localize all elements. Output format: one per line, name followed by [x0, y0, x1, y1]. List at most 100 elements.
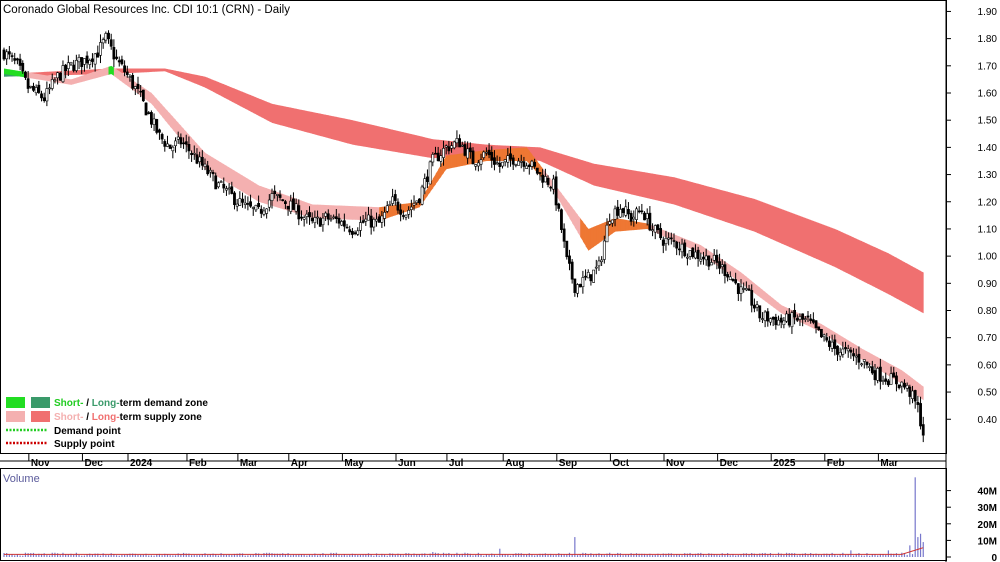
long-zone-segment: [545, 149, 549, 165]
short-zone-segment: [79, 75, 83, 83]
long-zone-segment: [226, 85, 230, 101]
long-zone-segment: [52, 71, 56, 76]
long-zone-segment: [671, 176, 675, 205]
short-zone-segment: [30, 72, 34, 79]
long-zone-segment: [850, 236, 854, 277]
legend-supply-point: Supply point: [54, 439, 115, 450]
short-zone-segment: [590, 226, 594, 249]
long-zone-segment: [789, 211, 793, 249]
candle-body: [117, 60, 121, 63]
long-zone-segment: [376, 125, 380, 150]
candle-body: [310, 217, 314, 222]
long-zone-segment: [620, 168, 624, 193]
candle-body: [128, 76, 132, 78]
long-supply-swatch: [31, 411, 50, 422]
long-zone-segment: [285, 106, 289, 128]
candle-body: [514, 164, 518, 166]
long-zone-segment: [888, 253, 892, 296]
short-zone-segment: [778, 302, 782, 314]
long-zone-segment: [261, 99, 265, 119]
candle-body: [302, 217, 306, 220]
long-zone-segment: [708, 186, 712, 218]
candle-body: [286, 205, 290, 210]
candle-body: [426, 176, 429, 183]
candle-body: [747, 288, 751, 291]
candle-body: [447, 146, 451, 152]
candle-body: [18, 58, 22, 66]
candle-body: [53, 79, 57, 82]
short-zone-segment: [9, 69, 13, 76]
long-zone-segment: [196, 75, 201, 86]
short-zone-segment: [154, 95, 158, 111]
y-tick-label: 0.80: [978, 306, 998, 317]
long-zone-segment: [561, 153, 565, 172]
candle-body: [640, 210, 644, 213]
short-zone-segment: [754, 283, 758, 296]
candle-body: [761, 318, 764, 320]
short-zone-segment: [885, 361, 889, 376]
candle-body: [865, 361, 869, 366]
long-zone-segment: [773, 206, 777, 242]
long-zone-segment: [229, 86, 233, 102]
short-zone-segment: [218, 160, 222, 179]
short-zone-segment: [430, 178, 434, 192]
candle-body: [318, 218, 322, 227]
short-zone-segment: [46, 75, 50, 82]
candle-body: [407, 209, 411, 215]
candle-body: [594, 266, 598, 269]
short-zone-segment: [213, 157, 217, 176]
long-zone-segment: [566, 155, 570, 175]
long-zone-segment: [253, 96, 257, 115]
long-zone-segment: [205, 76, 209, 89]
long-zone-segment: [274, 104, 278, 125]
short-zone-segment: [577, 214, 581, 237]
long-zone-segment: [711, 187, 715, 219]
long-zone-segment: [609, 166, 613, 190]
candle-body: [251, 207, 255, 209]
candle-body: [99, 42, 102, 56]
short-zone-segment: [76, 76, 80, 84]
candle-body: [174, 140, 177, 147]
short-zone-segment: [582, 221, 586, 247]
candle-body: [736, 283, 740, 295]
candle-body: [592, 269, 596, 283]
candle-body: [423, 178, 427, 189]
long-zone-segment: [357, 121, 361, 147]
long-zone-segment: [263, 100, 268, 121]
candle-body: [396, 201, 400, 211]
y-tick-label: 0.70: [978, 333, 998, 344]
long-zone-segment: [762, 202, 766, 237]
candle-body: [227, 187, 231, 190]
candle-body: [718, 261, 721, 269]
y-tick-label: 1.60: [978, 89, 998, 100]
short-zone-segment: [239, 174, 243, 192]
candle-body: [675, 241, 679, 249]
long-zone-segment: [234, 88, 238, 105]
candle-body: [916, 402, 920, 405]
candle-body: [24, 71, 27, 78]
long-zone-segment: [387, 128, 391, 151]
long-zone-segment: [623, 168, 627, 194]
candle-body: [610, 219, 614, 224]
short-zone-segment: [432, 174, 436, 189]
candle-body: [163, 141, 167, 147]
candle-body: [15, 58, 19, 61]
candle-body: [503, 159, 507, 163]
candle-body: [409, 206, 413, 210]
long-zone-segment: [684, 180, 688, 209]
short-zone-segment: [105, 66, 109, 76]
long-zone-segment: [588, 162, 592, 185]
short-zone-segment: [866, 351, 871, 365]
short-zone-segment: [250, 180, 254, 199]
candle-body: [297, 205, 301, 220]
candle-body: [452, 141, 456, 149]
candle-body: [283, 201, 287, 205]
long-zone-segment: [631, 170, 635, 195]
candle-body: [525, 165, 529, 169]
long-zone-segment: [743, 196, 747, 229]
candle-body: [897, 384, 901, 389]
y-tick-label: 1.50: [978, 116, 998, 127]
long-zone-segment: [258, 98, 262, 118]
candle-body: [602, 240, 606, 260]
candle-body: [769, 318, 772, 323]
